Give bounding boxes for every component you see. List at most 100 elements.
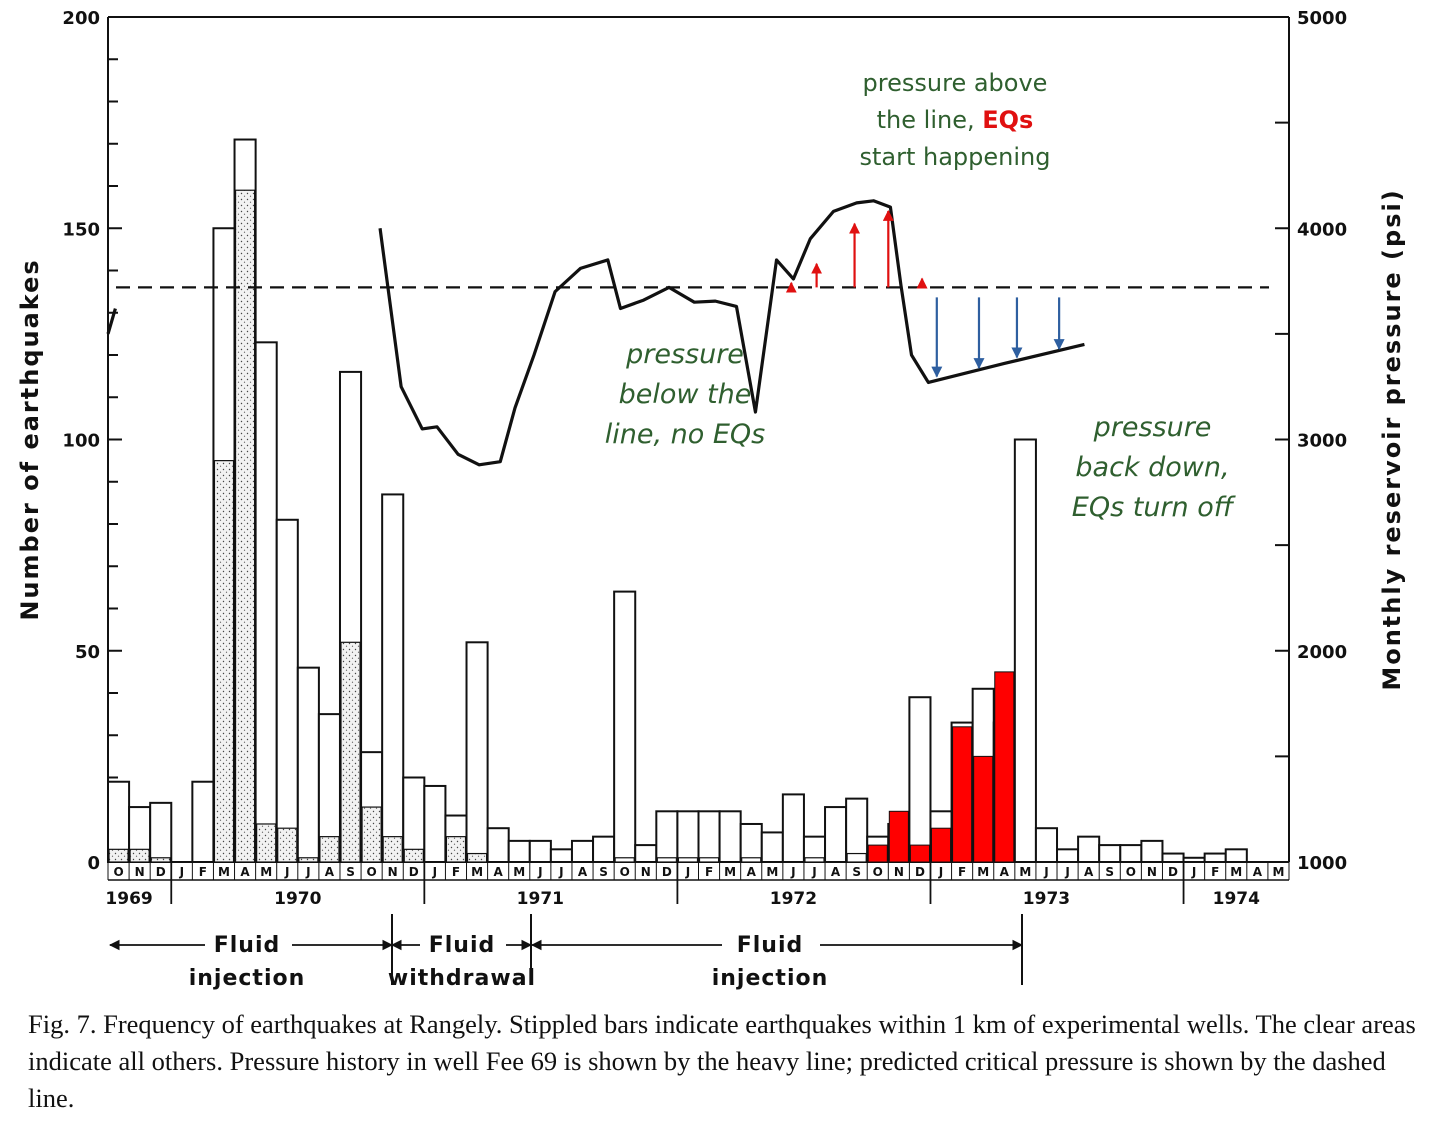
- month-label: D: [156, 865, 166, 879]
- month-label: M: [1230, 865, 1242, 879]
- bar-stippled: [213, 460, 235, 863]
- bar-total: [845, 797, 869, 863]
- right-tick-label: 1000: [1297, 853, 1347, 874]
- bar-total: [781, 793, 805, 864]
- bar-total: [1224, 848, 1248, 864]
- bar-stippled: [129, 848, 150, 863]
- bar-total: [1203, 852, 1227, 863]
- bar-total: [1034, 827, 1059, 864]
- bar-stippled: [340, 641, 361, 863]
- month-label: J: [938, 865, 943, 879]
- month-label: D: [409, 865, 419, 879]
- bar-total: [739, 822, 763, 863]
- bar-total: [275, 518, 299, 864]
- bar-total: [613, 590, 637, 863]
- month-label: M: [471, 865, 483, 879]
- bar-stippled: [361, 806, 382, 863]
- month-label: O: [1126, 865, 1136, 879]
- bar-stippled: [234, 189, 256, 863]
- month-label: A: [831, 865, 841, 879]
- bar-inner: [614, 857, 635, 863]
- bar-stippled: [319, 836, 340, 863]
- bar-total: [149, 801, 173, 863]
- bar-total: [824, 806, 848, 864]
- annotation-line: the line, EQs: [876, 106, 1034, 134]
- right-tick-label: 3000: [1297, 431, 1347, 452]
- year-label: 1973: [1023, 889, 1070, 909]
- month-label: J: [790, 865, 795, 879]
- annotation-line: back down,: [1075, 452, 1230, 483]
- bar-red: [994, 671, 1015, 863]
- bar-stippled: [382, 836, 403, 863]
- month-label: A: [1000, 865, 1010, 879]
- bar-total: [1056, 848, 1080, 864]
- month-label: F: [199, 865, 207, 879]
- phase-label-line1: Fluid: [429, 933, 496, 958]
- right-axis-title: Monthly reservoir pressure (psi): [1378, 188, 1406, 690]
- left-tick-label: 150: [62, 219, 100, 240]
- month-label: S: [599, 865, 608, 879]
- month-label: S: [346, 865, 355, 879]
- bar-total: [486, 827, 510, 864]
- year-label: 1969: [105, 889, 152, 909]
- month-label: J: [432, 865, 437, 879]
- month-label: J: [537, 865, 542, 879]
- annotation-line: pressure: [626, 339, 744, 370]
- right-tick-label: 4000: [1297, 219, 1347, 240]
- annotation-pressure-below: pressure below the line, no EQs: [560, 335, 810, 455]
- phase-label-line2: injection: [189, 966, 306, 991]
- month-label: O: [113, 865, 123, 879]
- bar-total: [1119, 844, 1143, 863]
- bar-total: [697, 810, 721, 863]
- year-label: 1974: [1213, 889, 1260, 909]
- phase-label-line1: Fluid: [737, 933, 804, 958]
- left-tick-label: 0: [87, 853, 100, 874]
- month-label: J: [558, 865, 563, 879]
- left-tick-label: 50: [75, 642, 100, 663]
- month-label: A: [325, 865, 335, 879]
- month-label: J: [685, 865, 690, 879]
- bar-total: [570, 839, 595, 863]
- month-label: M: [724, 865, 736, 879]
- annotation-pressure-back-down: pressure back down, EQs turn off: [1030, 408, 1275, 528]
- month-label: A: [747, 865, 757, 879]
- year-label: 1971: [517, 889, 564, 909]
- bar-stippled: [298, 857, 319, 863]
- bar-total: [1140, 839, 1164, 863]
- annotation-line: start happening: [859, 143, 1051, 171]
- phase-label-line1: Fluid: [214, 933, 281, 958]
- bar-red: [952, 726, 973, 863]
- bar-inner: [698, 857, 720, 863]
- bar-red: [867, 844, 888, 863]
- pressure-history-line: [378, 199, 1085, 467]
- month-label: S: [1105, 865, 1114, 879]
- month-label: N: [135, 865, 145, 879]
- year-label: 1970: [274, 889, 321, 909]
- bar-total: [676, 810, 700, 863]
- bar-total: [423, 784, 447, 864]
- bar-inner: [804, 857, 825, 863]
- bar-total: [655, 810, 679, 863]
- bar-inner: [741, 857, 762, 863]
- bar-total: [592, 835, 616, 864]
- pressure-line-fragment: [106, 308, 117, 335]
- earthquake-chart: 0 50 100 150 200 1000 2000 3000 4000 5000 Number o…: [16, 8, 1406, 991]
- bar-total: [549, 848, 573, 864]
- bar-total: [1182, 856, 1206, 864]
- annotation-pressure-above: pressure above the line, EQs start happe…: [820, 65, 1090, 176]
- bar-total: [296, 666, 320, 864]
- bar-total: [1161, 852, 1185, 863]
- month-label: O: [873, 865, 883, 879]
- month-label: F: [1211, 865, 1219, 879]
- month-label: N: [894, 865, 904, 879]
- bar-total: [254, 341, 278, 863]
- month-label: M: [513, 865, 525, 879]
- bar-stippled: [466, 852, 488, 863]
- month-label: F: [958, 865, 966, 879]
- annotation-line: pressure: [1093, 412, 1212, 443]
- month-label: M: [766, 865, 778, 879]
- bar-red: [909, 844, 930, 863]
- bar-total: [908, 696, 932, 863]
- annotation-line: line, no EQs: [604, 419, 766, 450]
- bar-inner: [846, 852, 867, 863]
